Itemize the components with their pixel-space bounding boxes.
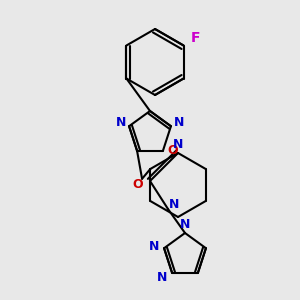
Text: O: O [168,144,178,157]
Text: N: N [180,218,190,232]
Text: N: N [149,240,159,253]
Text: N: N [169,197,179,211]
Text: F: F [191,31,200,44]
Text: N: N [157,271,167,284]
Text: N: N [173,139,183,152]
Text: N: N [116,116,126,129]
Text: N: N [174,116,184,129]
Text: O: O [133,178,143,191]
